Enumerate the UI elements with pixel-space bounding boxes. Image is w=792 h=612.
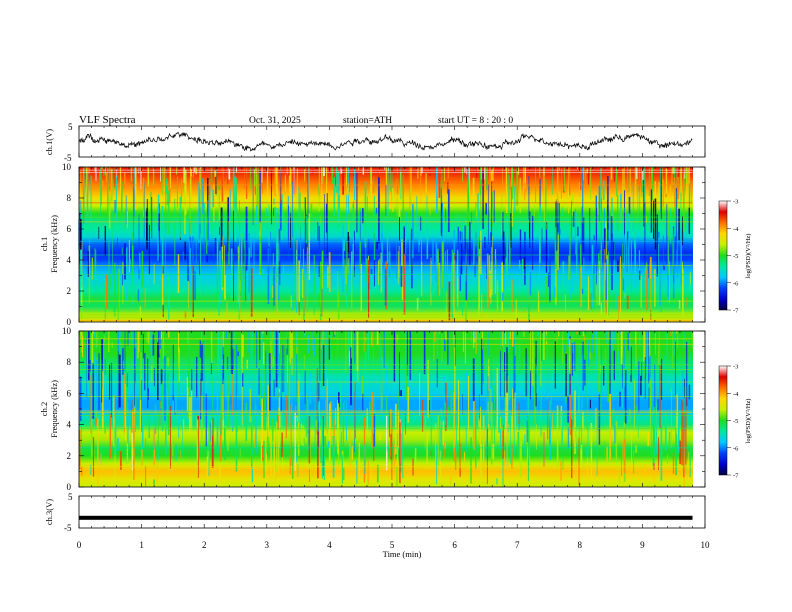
time-axis-tick-2: 2 (202, 540, 207, 550)
ch2-spectrogram-ytick-8: 8 (67, 357, 72, 367)
ch2-spectrogram-channel-label: ch.2 (39, 402, 49, 416)
ch1-colorbar-label: log(PSD)(V²/Hz) (745, 234, 752, 279)
ch2-spectrogram-texture (78, 331, 694, 487)
ch1-spectrogram-ytick-2: 2 (67, 286, 72, 296)
time-axis-tick-labels: 0 1 2 3 4 5 6 7 8 9 10 (77, 540, 710, 550)
time-axis-tick-1: 1 (139, 540, 144, 550)
ch1-waveform-trace (78, 131, 693, 152)
ch1-spectrogram-ytick-labels: 0 2 4 6 8 10 (62, 162, 72, 327)
ch2-spectrogram-ylabel: Frequency (kHz) (49, 380, 59, 438)
time-axis-tick-0: 0 (77, 540, 82, 550)
time-axis-tick-6: 6 (452, 540, 457, 550)
ch2-spectrogram-ytick-4: 4 (67, 420, 72, 430)
ch2-colorbar-tick--5: -5 (733, 418, 738, 425)
time-axis-label: Time (min) (383, 549, 422, 559)
figure-title: VLF Spectra (79, 114, 136, 126)
ch3-waveform-panel: 5 -5 ch.3(V) 0 1 2 3 4 5 6 7 8 9 10 Time (min) (44, 492, 710, 559)
ch1-colorbar: -3 -4 -5 -6 -7 log(PSD)(V²/Hz) (718, 199, 752, 315)
ch1-waveform-panel: 5 -5 ch.1(V) (44, 122, 706, 163)
ch2-spectrogram-ticks (78, 330, 706, 488)
ch3-waveform-ticks (78, 496, 706, 528)
ch2-colorbar-tick--4: -4 (733, 391, 739, 398)
ch1-spectrogram-channel-label: ch.1 (39, 237, 49, 251)
time-axis-tick-5: 5 (390, 540, 395, 550)
ch3-ytick-bottom: -5 (64, 523, 72, 533)
date-label: Oct. 31, 2025 (249, 116, 301, 126)
ch1-waveform-ylabel: ch.1(V) (44, 129, 54, 155)
ch1-colorbar-tick--7: -7 (733, 308, 739, 315)
ch1-spectrogram-texture (78, 167, 693, 322)
ch2-spectrogram-ytick-10: 10 (62, 326, 72, 336)
time-axis-tick-8: 8 (578, 540, 583, 550)
ch1-spectrogram-ytick-6: 6 (67, 224, 72, 234)
time-axis-tick-4: 4 (327, 540, 332, 550)
ch2-colorbar-tick--3: -3 (733, 364, 738, 371)
ch2-colorbar-ticks: -3 -4 -5 -6 -7 (727, 364, 739, 480)
ch2-spectrogram-ytick-labels: 0 2 4 6 8 10 (62, 326, 72, 492)
ch1-ytick-top: 5 (68, 122, 73, 132)
time-axis-tick-10: 10 (701, 540, 711, 550)
ch2-spectrogram-ytick-2: 2 (67, 451, 72, 461)
ch1-spectrogram-ytick-4: 4 (67, 255, 72, 265)
ch1-ytick-bottom: -5 (64, 153, 72, 163)
time-axis-tick-7: 7 (515, 540, 520, 550)
ch2-colorbar-label: log(PSD)(V²/Hz) (745, 399, 752, 444)
ch1-spectrogram-ytick-10: 10 (62, 162, 72, 172)
ch2-colorbar: -3 -4 -5 -6 -7 log(PSD)(V²/Hz) (718, 364, 752, 480)
ch1-colorbar-scale (718, 200, 728, 311)
ch1-spectrogram-ylabel: Frequency (kHz) (49, 215, 59, 273)
start-ut-label: start UT = 8 : 20 : 0 (438, 116, 513, 126)
time-axis-tick-9: 9 (640, 540, 645, 550)
time-axis-tick-3: 3 (265, 540, 270, 550)
ch1-spectrogram-panel: 0 2 4 6 8 10 ch.1 Frequency (kHz) (39, 162, 706, 327)
ch1-colorbar-tick--4: -4 (733, 226, 739, 233)
ch2-spectrogram-ytick-6: 6 (67, 388, 72, 398)
ch3-waveform-ylabel: ch.3(V) (44, 499, 54, 525)
ch2-colorbar-scale (718, 365, 728, 476)
ch2-spectrogram-panel: 0 2 4 6 8 10 ch.2 Frequency (kHz) (39, 326, 706, 492)
ch1-colorbar-ticks: -3 -4 -5 -6 -7 (727, 199, 739, 315)
ch1-waveform-ticks (78, 126, 706, 157)
ch1-spectrogram-ytick-8: 8 (67, 193, 72, 203)
ch1-colorbar-tick--3: -3 (733, 199, 738, 206)
ch3-waveform-frame (78, 495, 706, 529)
ch2-colorbar-tick--6: -6 (733, 445, 739, 452)
ch3-ytick-top: 5 (68, 492, 73, 502)
ch1-spectrogram-ticks (78, 166, 706, 323)
ch2-spectrogram-ytick-0: 0 (67, 482, 72, 492)
ch2-colorbar-tick--7: -7 (733, 473, 739, 480)
ch1-spectrogram-ytick-0: 0 (67, 317, 72, 327)
ch1-colorbar-tick--6: -6 (733, 280, 739, 287)
ch1-colorbar-tick--5: -5 (733, 253, 738, 260)
ch3-waveform-trace (79, 515, 693, 520)
station-label: station=ATH (343, 116, 392, 126)
